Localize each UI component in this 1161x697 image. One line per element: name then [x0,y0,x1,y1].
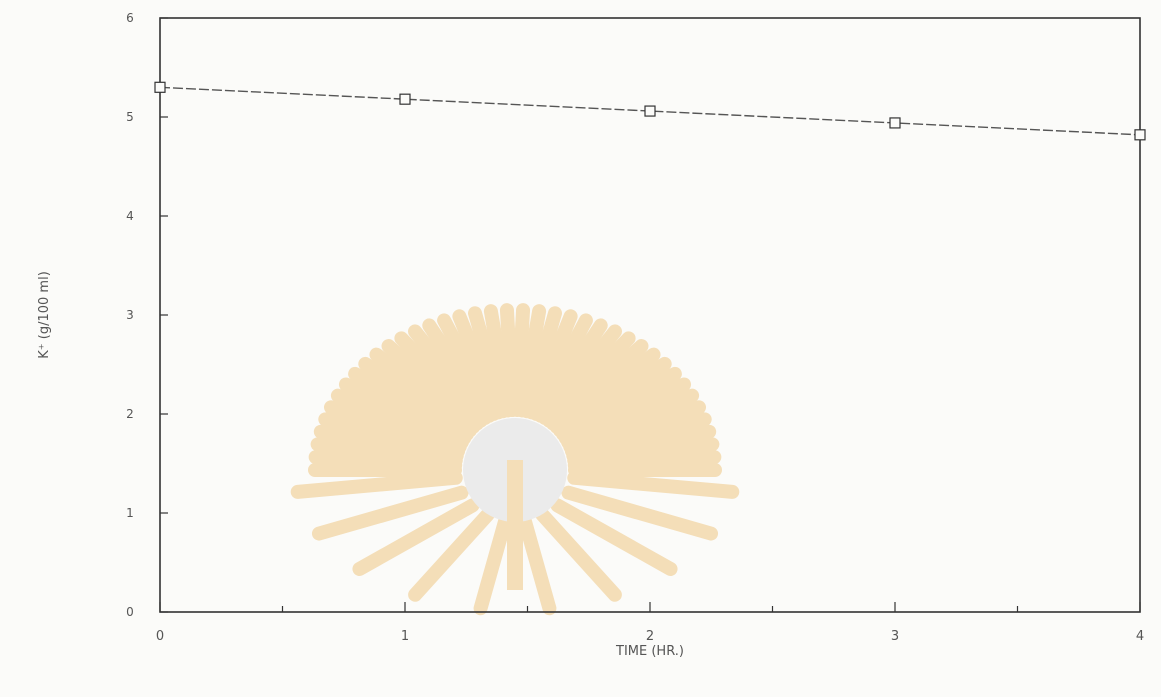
y-tick-label: 1 [126,506,134,520]
x-tick-label: 3 [891,629,899,644]
watermark-ray [550,498,678,576]
data-point-marker [154,81,166,93]
watermark-pillar [507,460,523,590]
watermark-ray [290,470,463,499]
watermark-ray [408,507,495,602]
y-tick-label: 2 [126,407,134,421]
watermark-ray [567,470,740,499]
data-point-marker [644,105,656,117]
data-point-marker [889,117,901,129]
data-point-marker [399,93,411,105]
watermark-seal [290,303,740,616]
watermark-ray [517,512,557,616]
watermark-ray [535,507,622,602]
data-point-marker [1134,129,1146,141]
y-tick-label: 6 [126,11,134,25]
watermark-ray [473,512,513,616]
y-tick-label: 4 [126,209,134,223]
y-axis-ticks: 0 1 2 3 4 5 6 [126,11,168,619]
y-tick-label: 0 [126,605,134,619]
series-group [154,81,1146,141]
watermark-ray [352,498,480,576]
x-tick-label: 0 [156,629,164,644]
x-axis-label: TIME (HR.) [615,644,684,659]
x-tick-label: 4 [1136,629,1144,644]
x-tick-label: 2 [646,629,654,644]
x-tick-label: 1 [401,629,409,644]
x-axis-ticks: 0 1 2 3 4 [156,602,1144,644]
y-tick-label: 3 [126,308,134,322]
y-tick-label: 5 [126,110,134,124]
watermark-ray [311,485,469,541]
watermark-ray [561,485,719,541]
y-axis-label: K⁺ (g/100 ml) [37,271,52,359]
